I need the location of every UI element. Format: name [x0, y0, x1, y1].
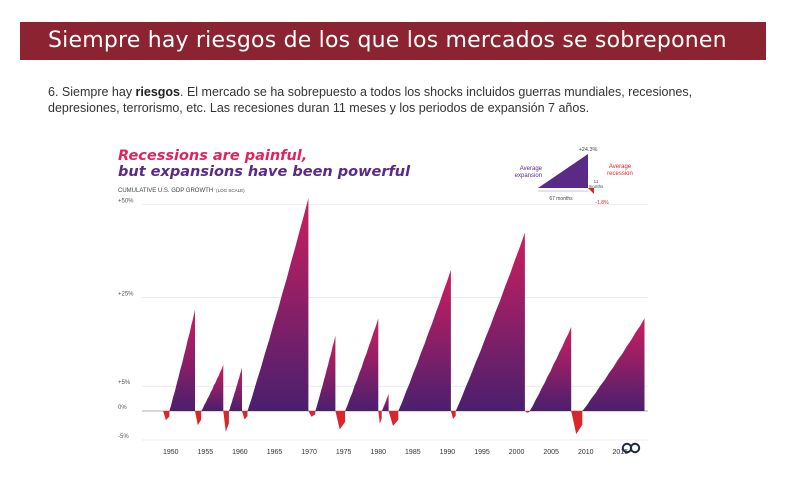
x-tick-label: 1990 — [440, 449, 456, 456]
chart-areas — [163, 198, 645, 435]
expansion-area — [398, 269, 451, 411]
recession-area — [242, 411, 248, 420]
recession-area — [308, 411, 316, 417]
slide-body-text: 6. Siempre hay riesgos. El mercado se ha… — [48, 84, 748, 116]
legend-recession-trough: -1.8% — [595, 200, 609, 206]
gdp-chart: Recessions are painful, but expansions h… — [110, 132, 655, 463]
x-tick-label: 1965 — [267, 449, 283, 456]
logo-right-circle — [629, 442, 641, 454]
y-tick-label: +5% — [118, 380, 131, 386]
x-tick-label: 1980 — [370, 449, 386, 456]
legend-expansion-label-1: Average — [520, 166, 543, 172]
chart-subtitle-main: CUMULATIVE U.S. GDP GROWTH — [118, 188, 213, 194]
body-rest: . El mercado se ha sobrepuesto a todos l… — [48, 85, 693, 115]
expansion-area — [582, 318, 645, 411]
body-prefix: 6. Siempre hay — [48, 85, 136, 99]
chart-title-line-1: Recessions are painful, — [118, 148, 307, 164]
x-tick-label: 1985 — [405, 449, 421, 456]
x-tick-label: 1975 — [336, 449, 352, 456]
y-tick-label: -5% — [118, 434, 129, 440]
expansion-area — [169, 309, 195, 411]
chart-title-line-2: but expansions have been powerful — [118, 164, 411, 180]
x-tick-label: 1955 — [198, 449, 214, 456]
chart-subtitle: CUMULATIVE U.S. GDP GROWTH (LOG SCALE) — [118, 188, 245, 194]
recession-area — [450, 411, 456, 419]
expansion-area — [228, 367, 242, 411]
y-tick-label: +25% — [118, 291, 134, 297]
expansion-area — [201, 364, 224, 411]
recession-area — [388, 411, 399, 426]
x-tick-label: 2010 — [578, 449, 594, 456]
x-tick-label: 1995 — [474, 449, 490, 456]
expansion-area — [529, 326, 572, 411]
title-bar: Siempre hay riesgos de los que los merca… — [20, 22, 766, 60]
legend-expansion-peak: +24.3% — [579, 147, 598, 153]
legend-expansion-label-2: expansion — [515, 173, 542, 179]
legend-recession-duration-1: 11 — [594, 179, 599, 184]
x-tick-label: 2015 — [613, 449, 629, 456]
publisher-logo — [621, 442, 641, 454]
expansion-area — [345, 318, 379, 411]
body-bold: riesgos — [135, 85, 181, 99]
legend-recession-label-2: recession — [607, 171, 633, 177]
expansion-area — [381, 393, 389, 411]
recession-area — [163, 411, 170, 421]
x-tick-label: 1950 — [163, 449, 179, 456]
x-tick-label: 1960 — [232, 449, 248, 456]
legend-recession-label-1: Average — [609, 164, 632, 170]
legend-expansion-duration: 67 months — [549, 196, 573, 202]
recession-area — [223, 411, 229, 432]
x-tick-label: 2005 — [543, 449, 559, 456]
recession-area — [378, 411, 382, 424]
legend-recession-duration-2: months — [589, 184, 605, 189]
y-tick-label: 0% — [118, 405, 127, 411]
legend-recession-triangle — [588, 188, 594, 194]
recession-area — [195, 411, 202, 426]
x-tick-label: 2000 — [509, 449, 525, 456]
expansion-area — [455, 232, 525, 411]
y-tick-label: +50% — [118, 199, 134, 205]
chart-axes: +50% +25% +5% 0% -5% 1950 1955 1960 1965 1970 1975… — [118, 199, 628, 456]
expansion-area — [247, 198, 309, 411]
recession-area — [335, 411, 346, 430]
expansion-area — [315, 335, 336, 411]
chart-subtitle-note: (LOG SCALE) — [216, 188, 245, 193]
gdp-chart-svg: Recessions are painful, but expansions h… — [118, 147, 648, 456]
recession-area — [524, 411, 530, 413]
recession-area — [571, 411, 583, 435]
legend-expansion-triangle — [538, 154, 588, 188]
slide-title: Siempre hay riesgos de los que los merca… — [48, 28, 727, 53]
x-tick-label: 1970 — [301, 449, 317, 456]
